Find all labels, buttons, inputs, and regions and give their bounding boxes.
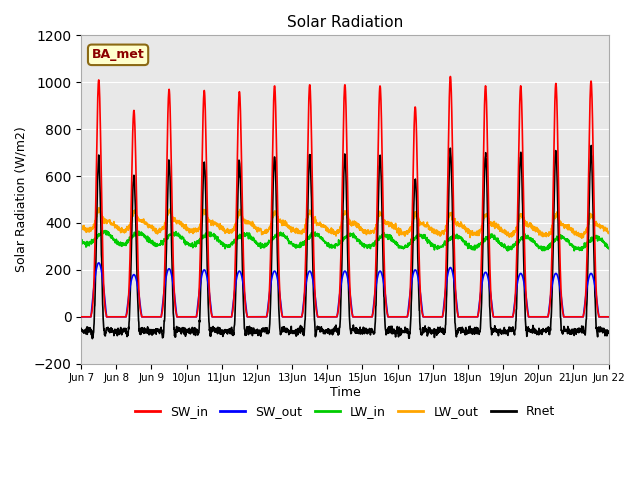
LW_in <box>77 237 85 242</box>
LW_out <box>372 226 380 232</box>
Rnet <box>588 143 595 148</box>
LW_in <box>570 248 578 254</box>
SW_in <box>371 278 379 284</box>
LW_out <box>578 235 586 241</box>
LW_out <box>225 227 232 233</box>
LW_out <box>573 232 580 238</box>
Y-axis label: Solar Radiation (W/m2): Solar Radiation (W/m2) <box>15 127 28 273</box>
LW_in <box>573 245 581 251</box>
Rnet <box>77 325 85 331</box>
SW_out <box>225 314 232 320</box>
Line: LW_out: LW_out <box>81 208 609 238</box>
LW_out <box>95 205 103 211</box>
Rnet <box>225 329 232 335</box>
SW_in <box>225 314 232 320</box>
Line: SW_in: SW_in <box>81 76 609 317</box>
Rnet <box>558 330 566 336</box>
SW_out <box>77 314 85 320</box>
LW_in <box>360 241 368 247</box>
Rnet <box>573 327 580 333</box>
SW_out <box>558 302 566 308</box>
Rnet <box>360 327 368 333</box>
LW_out <box>558 222 566 228</box>
Rnet <box>605 330 612 336</box>
Rnet <box>88 336 96 342</box>
Title: Solar Radiation: Solar Radiation <box>287 15 403 30</box>
LW_in <box>605 246 612 252</box>
LW_out <box>360 228 368 233</box>
Rnet <box>499 329 506 335</box>
SW_out <box>605 314 612 320</box>
SW_in <box>573 314 580 320</box>
SW_in <box>77 314 85 320</box>
SW_out <box>499 314 506 320</box>
Legend: SW_in, SW_out, LW_in, LW_out, Rnet: SW_in, SW_out, LW_in, LW_out, Rnet <box>130 400 560 423</box>
Line: SW_out: SW_out <box>81 263 609 317</box>
SW_out <box>372 286 380 292</box>
SW_in <box>558 305 566 311</box>
LW_in <box>101 228 109 233</box>
SW_in <box>447 73 454 79</box>
LW_out <box>499 228 506 234</box>
SW_in <box>605 314 612 320</box>
LW_in <box>499 243 506 249</box>
Rnet <box>372 313 380 319</box>
Line: Rnet: Rnet <box>81 145 609 339</box>
Text: BA_met: BA_met <box>92 48 145 61</box>
LW_in <box>372 241 380 247</box>
SW_out <box>573 314 580 320</box>
SW_out <box>95 260 102 266</box>
LW_out <box>605 229 612 235</box>
SW_out <box>360 314 368 320</box>
X-axis label: Time: Time <box>330 386 360 399</box>
Line: LW_in: LW_in <box>81 230 609 251</box>
LW_in <box>558 234 566 240</box>
LW_out <box>77 225 85 231</box>
LW_in <box>225 242 232 248</box>
SW_in <box>360 314 367 320</box>
SW_in <box>499 314 506 320</box>
